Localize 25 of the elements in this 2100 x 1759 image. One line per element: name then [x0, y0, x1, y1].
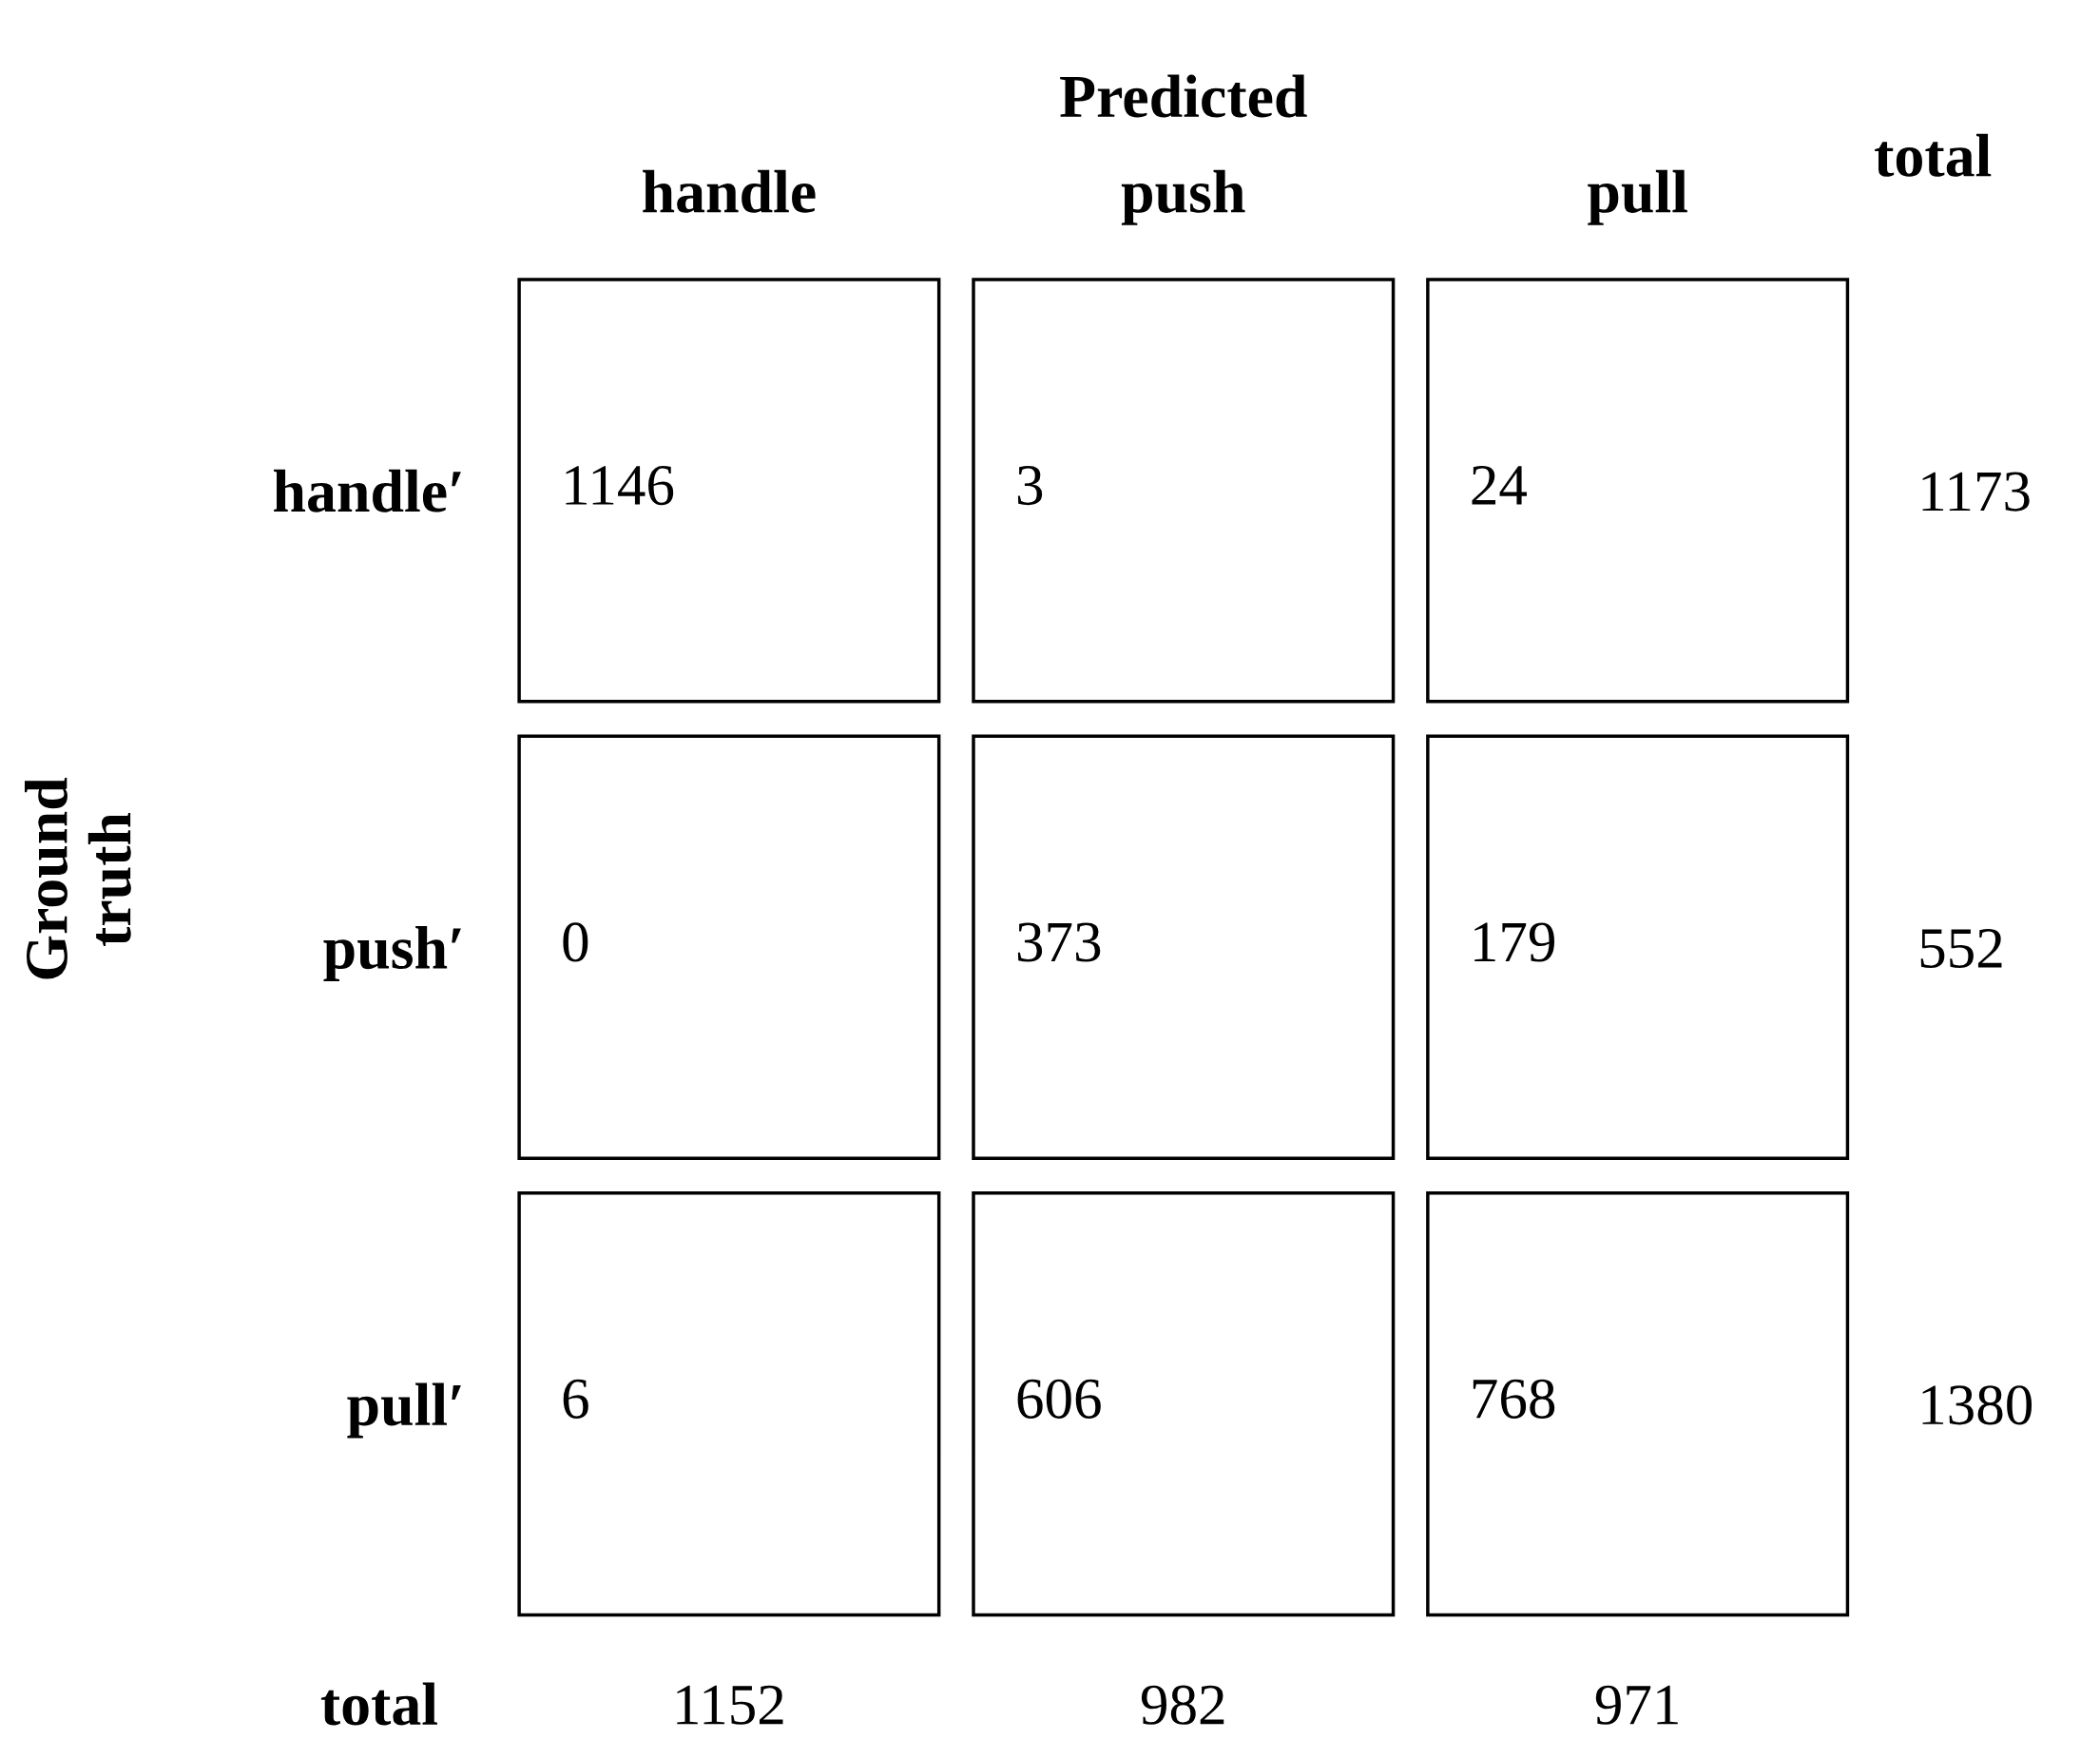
- text: 982: [1141, 1685, 1224, 1725]
- data-label: 24: [1472, 466, 1527, 505]
- data-label: 768: [1473, 1379, 1555, 1419]
- text: total: [1875, 133, 1992, 177]
- data-label: 179: [1474, 922, 1554, 962]
- y-axis-title: Ground truth: [24, 777, 131, 979]
- data-label: 606: [1017, 1379, 1101, 1419]
- data-label: 6: [563, 1379, 588, 1419]
- y2-tick-label: 552: [1920, 928, 2002, 969]
- data-label: 373: [1017, 922, 1101, 962]
- x-tick-label: handle: [643, 169, 816, 213]
- y-tick-label: pull′: [347, 1382, 461, 1439]
- data-label: 1146: [566, 466, 674, 506]
- chart-title: Predicted: [1060, 74, 1307, 118]
- text: 1152: [677, 1685, 783, 1725]
- x-tick-label: pull: [1588, 169, 1687, 225]
- text: 971: [1595, 1685, 1678, 1725]
- y-tick-label: handle′: [274, 469, 461, 512]
- data-label: 3: [1017, 466, 1043, 506]
- x-tick-label: push: [1121, 169, 1245, 225]
- text: total: [320, 1682, 437, 1726]
- y2-tick-label: 1380: [1922, 1385, 2033, 1425]
- y-tick-label: push′: [323, 926, 461, 981]
- data-label: 0: [563, 922, 588, 962]
- y2-tick-label: 1173: [1922, 472, 2030, 512]
